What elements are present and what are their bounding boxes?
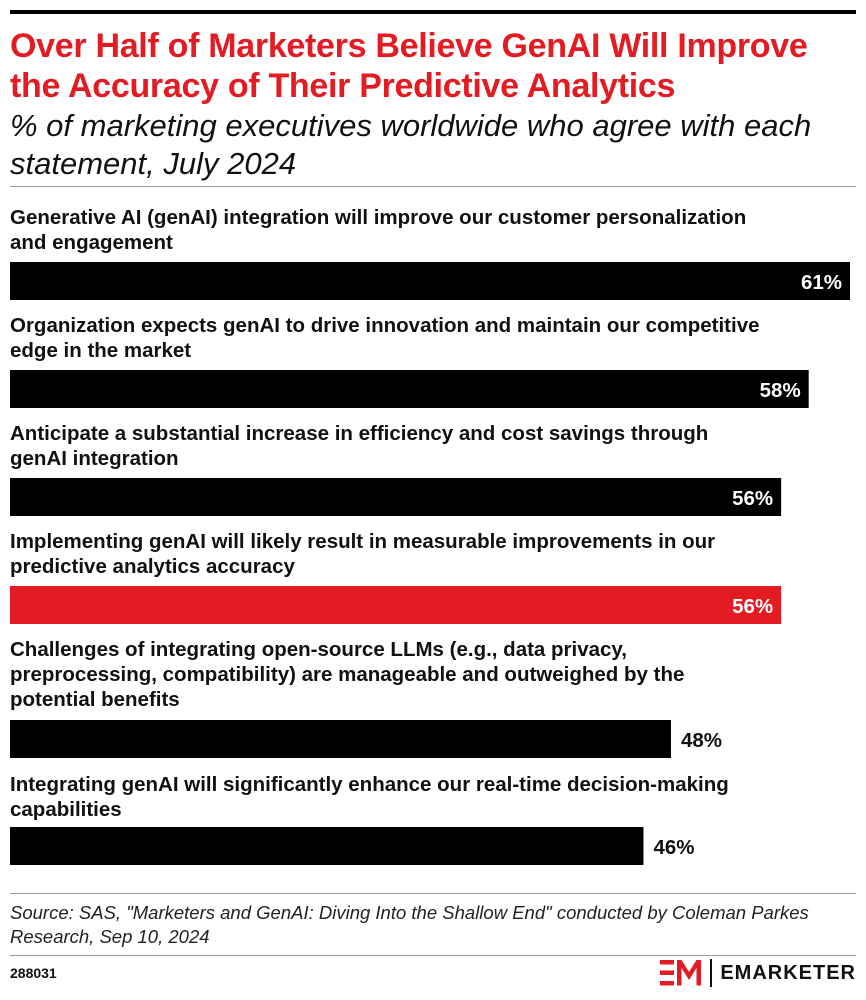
data-label: 61% xyxy=(801,271,842,294)
category-label: Organization expects genAI to drive inno… xyxy=(10,314,760,337)
category-label: edge in the market xyxy=(10,339,191,362)
header-divider xyxy=(10,186,856,187)
bar-chart: Generative AI (genAI) integration will i… xyxy=(10,206,850,865)
category-label: capabilities xyxy=(10,798,122,821)
category-label: genAI integration xyxy=(10,447,179,470)
chart-subtitle: % of marketing executives worldwide who … xyxy=(10,108,812,181)
category-label: Integrating genAI will significantly enh… xyxy=(10,773,729,796)
bar xyxy=(10,478,782,516)
bar xyxy=(10,827,644,865)
bar xyxy=(10,370,809,408)
footer-bottom-divider xyxy=(10,955,856,956)
footer-divider xyxy=(10,893,856,894)
category-label: Generative AI (genAI) integration will i… xyxy=(10,206,746,229)
chart-title: Over Half of Marketers Believe GenAI Wil… xyxy=(10,27,808,105)
category-label: preprocessing, compatibility) are manage… xyxy=(10,663,684,686)
chart-id: 288031 xyxy=(10,965,57,981)
bar xyxy=(10,262,850,300)
category-label: predictive analytics accuracy xyxy=(10,555,295,578)
top-rule xyxy=(10,10,856,14)
data-label: 48% xyxy=(681,729,722,752)
brand-divider xyxy=(710,959,713,987)
source-note: Source: SAS, "Marketers and GenAI: Divin… xyxy=(10,902,809,947)
category-label: Challenges of integrating open-source LL… xyxy=(10,638,627,661)
brand-logo: EMARKETER xyxy=(660,958,856,988)
category-label: Implementing genAI will likely result in… xyxy=(10,530,715,553)
category-label: potential benefits xyxy=(10,688,180,711)
bar xyxy=(10,586,782,624)
data-label: 56% xyxy=(732,487,773,510)
brand-name: EMARKETER xyxy=(720,961,856,984)
emarketer-logo-icon xyxy=(660,960,702,986)
category-label: and engagement xyxy=(10,231,173,254)
category-label: Anticipate a substantial increase in eff… xyxy=(10,422,708,445)
bar xyxy=(10,720,671,758)
data-label: 46% xyxy=(653,836,694,859)
data-label: 58% xyxy=(760,379,801,402)
data-label: 56% xyxy=(732,595,773,618)
